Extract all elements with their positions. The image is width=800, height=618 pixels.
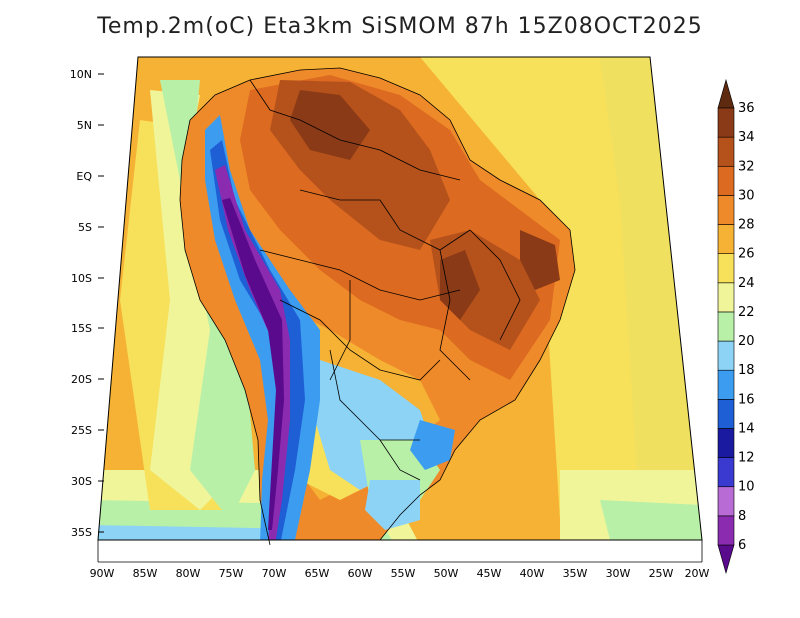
lon-label-45w: 45W (477, 567, 502, 580)
lon-label-50w: 50W (434, 567, 459, 580)
lon-label-20w: 20W (685, 567, 710, 580)
colorbar-swatch (717, 107, 735, 138)
colorbar-label: 10 (738, 480, 755, 495)
lat-label-20s: 20S (71, 373, 92, 386)
lon-label-85w: 85W (133, 567, 158, 580)
lon-label-60w: 60W (348, 567, 373, 580)
colorbar-swatch (717, 224, 735, 254)
colorbar-swatch (717, 282, 735, 313)
temperature-map (98, 57, 702, 540)
colorbar-swatch (717, 486, 735, 517)
lon-label-55w: 55W (391, 567, 416, 580)
lat-label-35s: 35S (71, 526, 92, 539)
colorbar-label: 28 (738, 218, 755, 233)
political-borders (179, 67, 576, 546)
colorbar-swatch (717, 399, 735, 429)
colorbar-label: 8 (738, 509, 746, 524)
lat-label-10s: 10S (71, 272, 92, 285)
lat-label-5s: 5S (78, 221, 92, 234)
lat-label-30s: 30S (71, 475, 92, 488)
lon-label-35w: 35W (563, 567, 588, 580)
colorbar-swatch (717, 165, 735, 196)
colorbar-swatch (717, 340, 735, 371)
colorbar-swatch (717, 253, 735, 284)
colorbar-label: 26 (738, 247, 755, 262)
colorbar-label: 22 (738, 305, 755, 320)
colorbar-label: 34 (738, 130, 755, 145)
colorbar-swatch (717, 515, 735, 546)
lon-label-70w: 70W (262, 567, 287, 580)
colorbar-label: 6 (738, 538, 746, 553)
colorbar-swatch (717, 428, 735, 458)
lon-label-90w: 90W (90, 567, 115, 580)
colorbar-swatch (717, 136, 735, 167)
colorbar-label: 18 (738, 363, 755, 378)
colorbar: 6 8 10 12 14 16 18 20 22 24 26 28 30 32 34 36 (717, 78, 755, 575)
lon-label-75w: 75W (219, 567, 244, 580)
lat-label-15s: 15S (71, 322, 92, 335)
lon-label-65w: 65W (305, 567, 330, 580)
lon-label-40w: 40W (520, 567, 545, 580)
lat-label-eq: EQ (76, 170, 92, 183)
lat-label-25s: 25S (71, 424, 92, 437)
colorbar-bottom-arrow (717, 544, 735, 575)
latitude-axis: 10N 5N EQ 5S 10S 15S 20S 25S 30S 35S (70, 68, 104, 539)
colorbar-label: 32 (738, 159, 755, 174)
colorbar-top-arrow (717, 78, 735, 109)
lat-label-10n: 10N (70, 68, 92, 81)
colorbar-label: 12 (738, 451, 755, 466)
lon-label-25w: 25W (649, 567, 674, 580)
colorbar-label: 16 (738, 392, 755, 407)
colorbar-swatch (717, 311, 735, 342)
map-title: Temp.2m(oC) Eta3km SiSMOM 87h 15Z08OCT20… (97, 14, 703, 39)
lon-label-80w: 80W (176, 567, 201, 580)
lat-label-5n: 5N (77, 119, 92, 132)
lon-label-30w: 30W (606, 567, 631, 580)
colorbar-swatch (717, 369, 735, 400)
colorbar-swatch (717, 195, 735, 225)
colorbar-label: 30 (738, 188, 755, 203)
colorbar-swatch (717, 457, 735, 488)
colorbar-label: 36 (738, 101, 755, 116)
colorbar-label: 14 (738, 421, 755, 436)
colorbar-label: 20 (738, 334, 755, 349)
longitude-axis: 90W 85W 80W 75W 70W 65W 60W 55W 50W 45W … (90, 540, 710, 580)
colorbar-label: 24 (738, 276, 755, 291)
